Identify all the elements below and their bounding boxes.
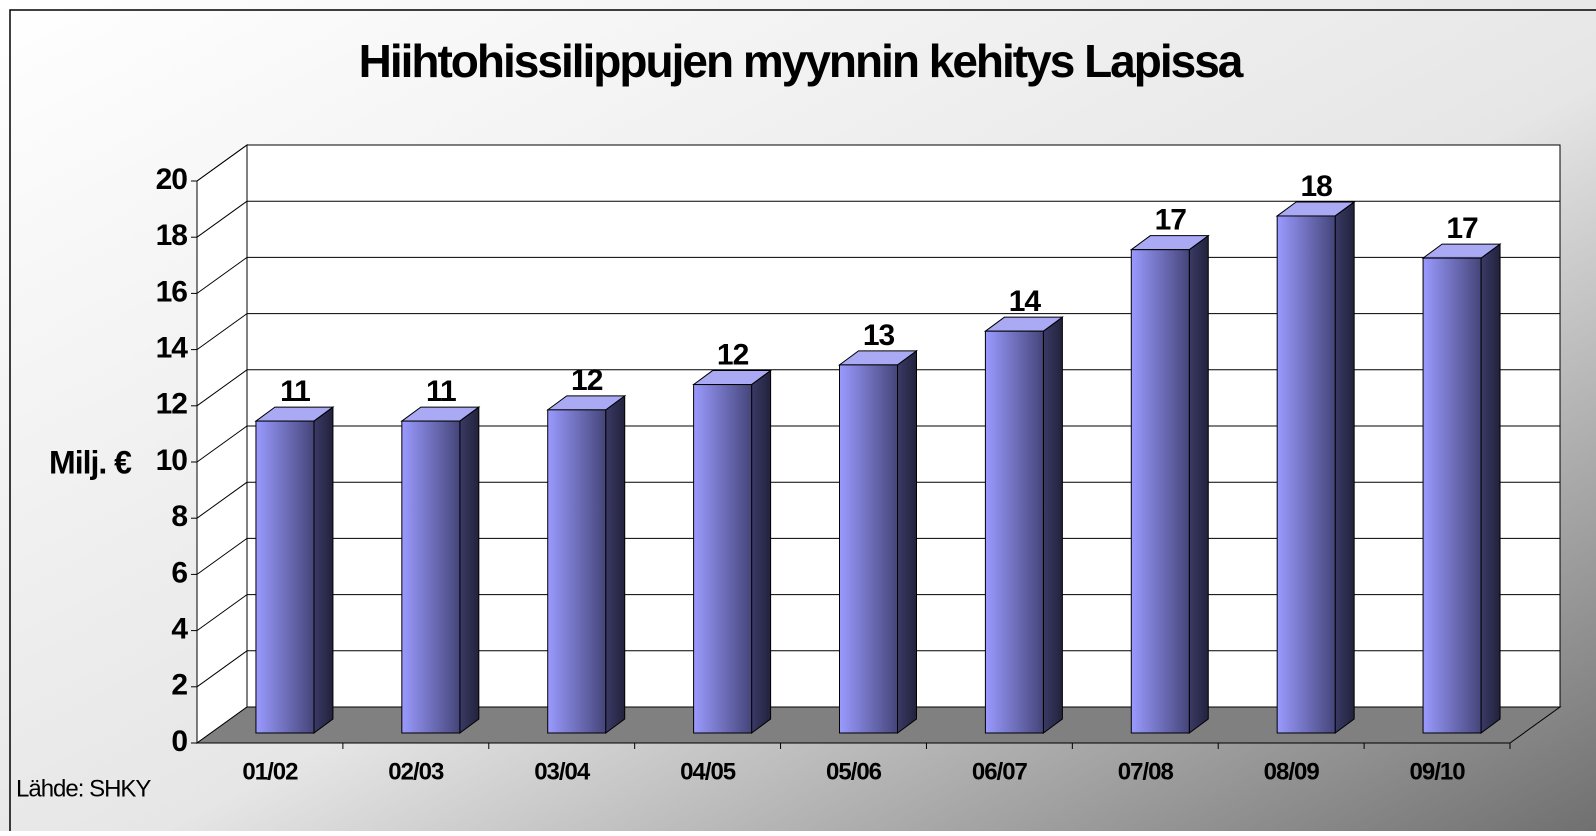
y-tick-label: 14 xyxy=(156,332,189,365)
y-tick-label: 12 xyxy=(156,388,188,421)
grid-line xyxy=(196,650,248,688)
data-label: 13 xyxy=(863,319,895,352)
x-tick-label: 05/06 xyxy=(826,758,882,785)
grid-line xyxy=(196,144,248,182)
grid-line xyxy=(196,537,248,575)
x-tick-label: 01/02 xyxy=(242,758,298,785)
y-tick-label: 2 xyxy=(171,669,187,702)
bar xyxy=(1130,249,1190,734)
data-label: 12 xyxy=(571,364,603,397)
x-tick-label: 08/09 xyxy=(1264,758,1320,785)
x-tick-label: 04/05 xyxy=(680,758,736,785)
y-tick-label: 20 xyxy=(156,163,188,196)
x-tick-label: 07/08 xyxy=(1118,758,1174,785)
bar xyxy=(839,364,898,734)
grid-line xyxy=(196,313,248,351)
y-tick-label: 18 xyxy=(156,219,188,252)
bar-side xyxy=(1188,234,1209,734)
frame xyxy=(9,9,1596,836)
grid-line xyxy=(196,425,248,463)
chart-title: Hiihtohissilippujen myynnin kehitys Lapi… xyxy=(359,35,1244,87)
data-label: 14 xyxy=(1009,285,1042,318)
bar-side xyxy=(1334,200,1355,734)
y-tick-label: 8 xyxy=(171,500,187,533)
bar xyxy=(547,409,607,734)
data-label: 11 xyxy=(426,375,456,408)
bar-side xyxy=(459,406,480,734)
data-label: 17 xyxy=(1155,204,1187,237)
grid-line xyxy=(196,200,248,238)
bar-side xyxy=(313,406,334,734)
y-tick-label: 16 xyxy=(156,275,188,308)
x-tick-label: 03/04 xyxy=(534,758,591,785)
bar-side xyxy=(751,369,772,734)
bar-side xyxy=(1042,316,1063,734)
x-tick-label: 02/03 xyxy=(388,758,444,785)
grid-line xyxy=(196,369,248,407)
data-label: 17 xyxy=(1446,212,1478,245)
bar-side xyxy=(1480,243,1501,734)
bar xyxy=(693,384,753,734)
data-label: 12 xyxy=(717,338,749,371)
bar xyxy=(1276,215,1336,734)
y-tick-label: 10 xyxy=(156,444,188,477)
bar xyxy=(984,330,1044,734)
bar-side xyxy=(605,394,626,734)
source-note: Lähde: SHKY xyxy=(16,775,151,802)
y-tick-label: 0 xyxy=(171,725,187,758)
bar xyxy=(1422,257,1482,734)
grid-line xyxy=(196,594,248,632)
bar-side xyxy=(897,349,917,734)
y-axis-label: Milj. € xyxy=(49,444,132,480)
data-label: 11 xyxy=(280,375,310,408)
bar xyxy=(401,420,461,734)
data-label: 18 xyxy=(1300,170,1332,203)
grid-line xyxy=(196,256,248,294)
x-tick-label: 06/07 xyxy=(972,758,1028,785)
bar xyxy=(255,420,315,734)
x-tick-label: 09/10 xyxy=(1410,758,1466,785)
y-tick-label: 6 xyxy=(171,556,187,589)
grid-line xyxy=(196,481,248,519)
y-tick-label: 4 xyxy=(171,613,188,646)
